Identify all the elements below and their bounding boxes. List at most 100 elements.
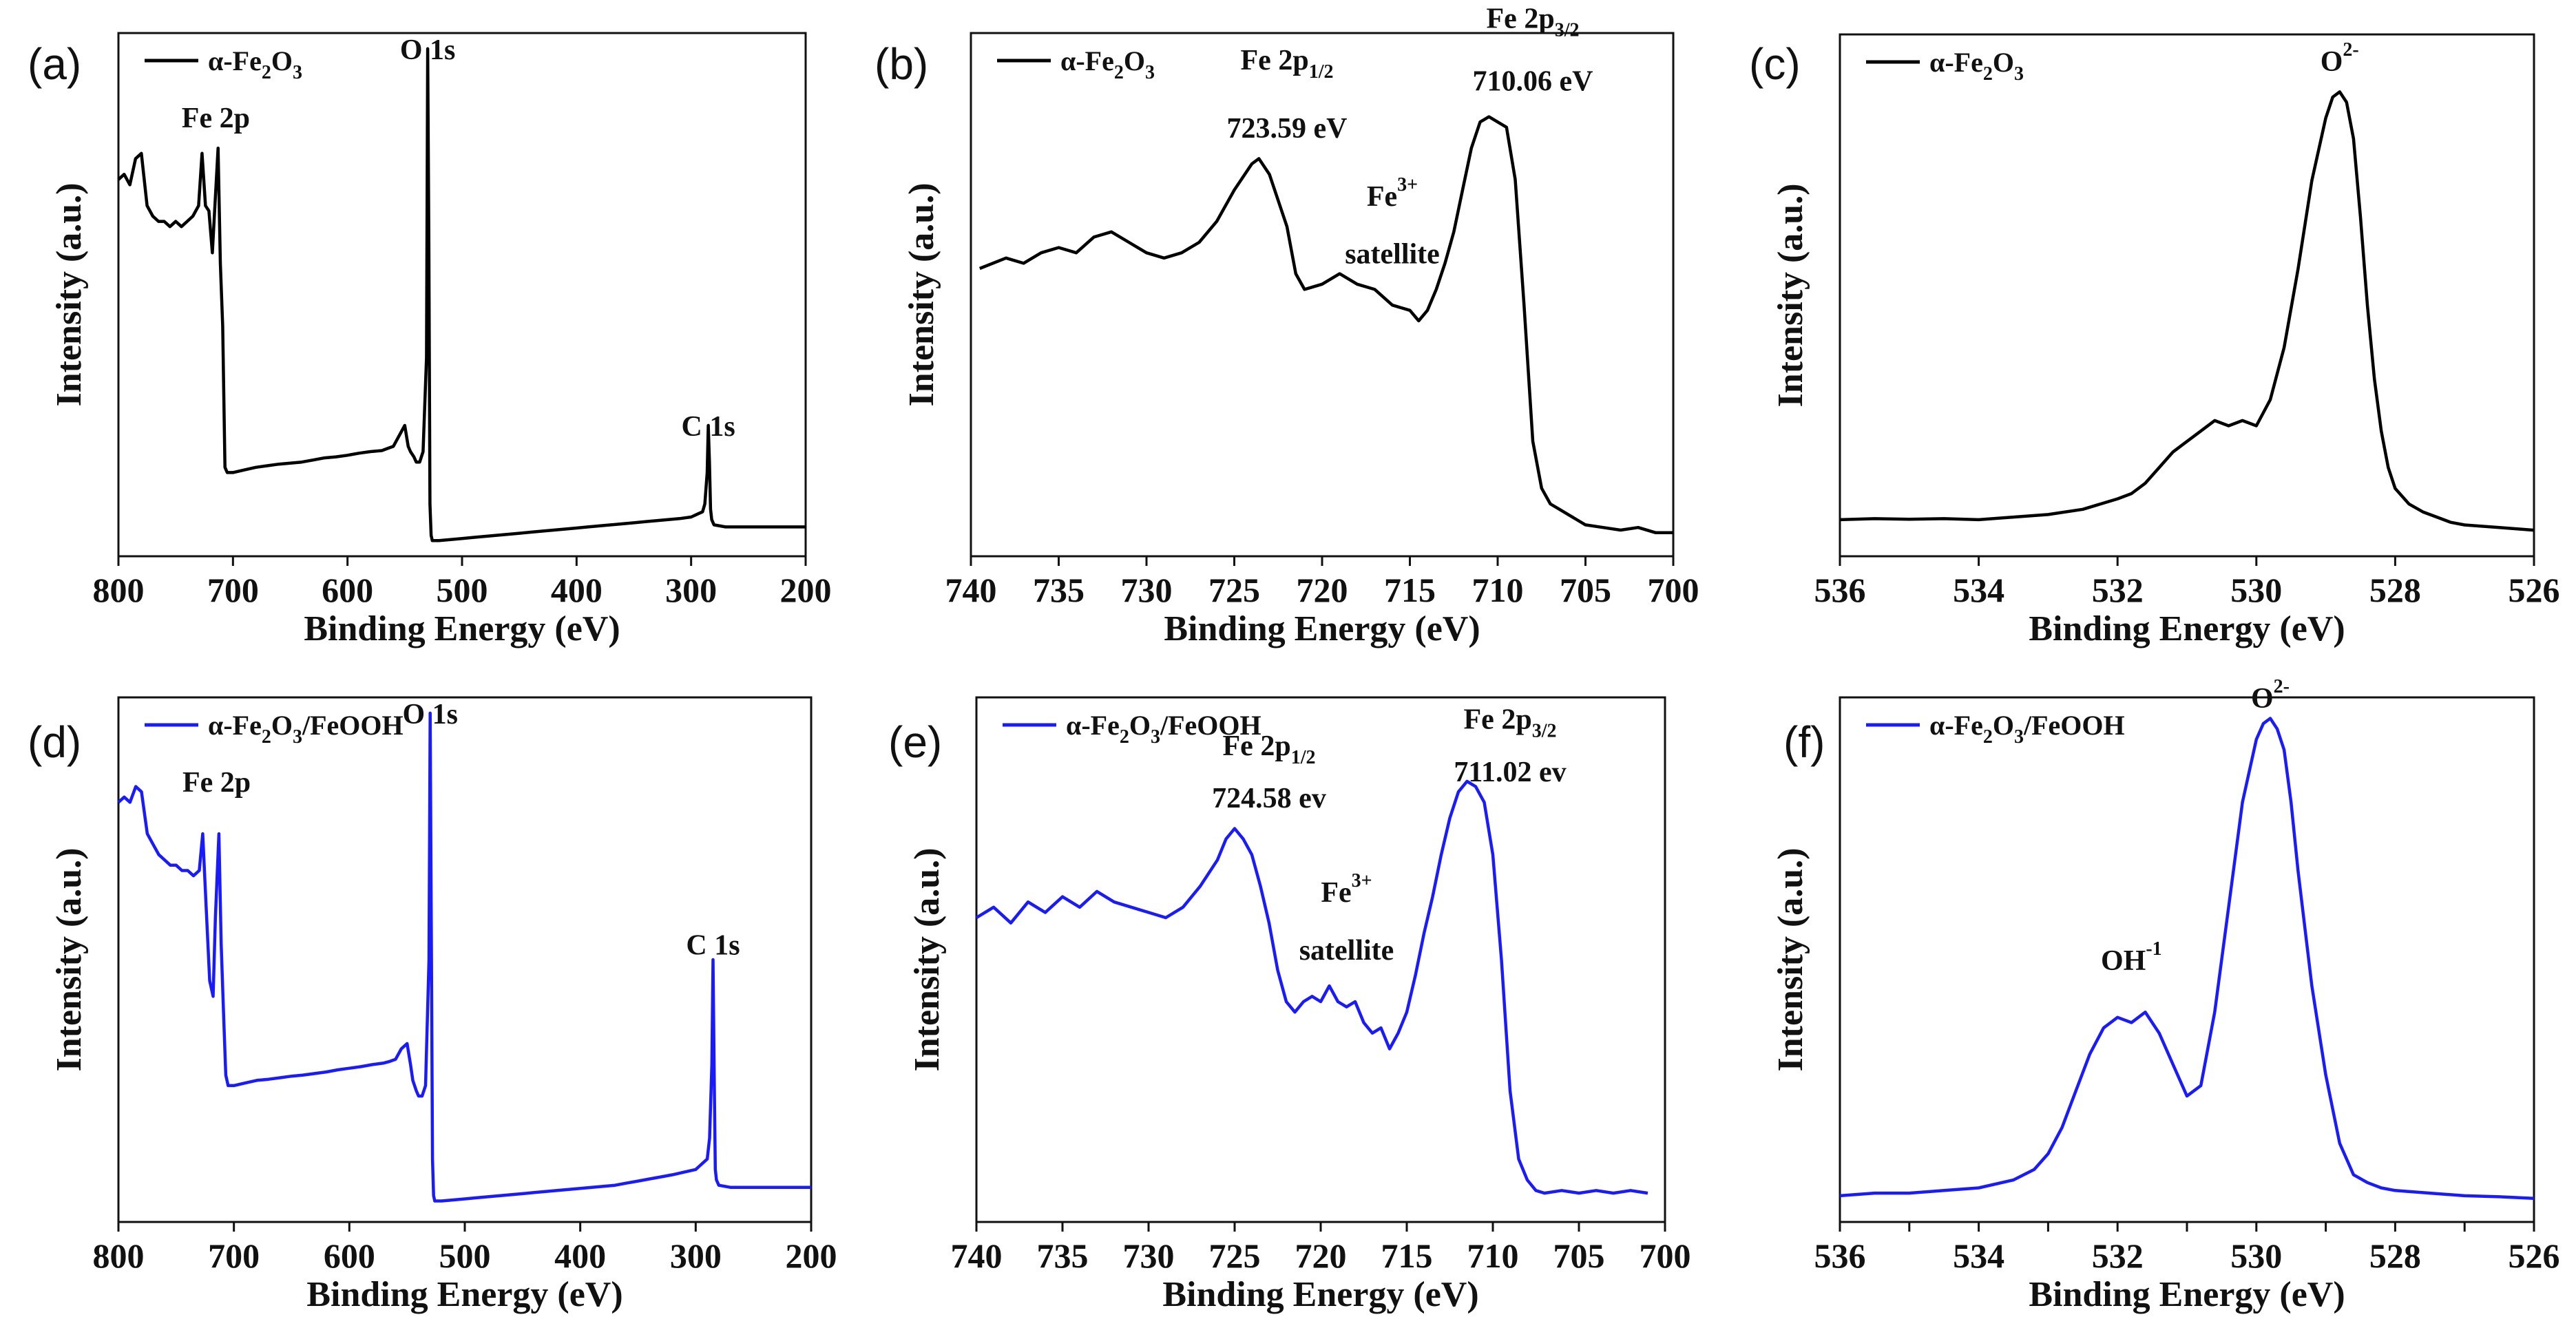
peak-annotation: Fe 2p1/2: [1241, 45, 1334, 83]
peak-annotation: O 1s: [402, 699, 458, 730]
x-tick-label: 526: [2509, 571, 2560, 609]
peak-annotation: C 1s: [686, 929, 740, 961]
x-tick-label: 715: [1381, 1236, 1433, 1275]
x-tick-label: 700: [208, 1236, 260, 1275]
y-axis-label: Intensity (a.u.): [908, 847, 947, 1071]
y-axis-label: Intensity (a.u.): [1771, 847, 1810, 1071]
peak-annotation: 724.58 ev: [1212, 783, 1326, 814]
x-tick-label: 720: [1295, 1236, 1347, 1275]
panel-label: (f): [1783, 717, 1825, 767]
series-line: [978, 115, 1673, 535]
chart-panel-b: 740 735 730 725 720 715 710 705 700 Binding Energ…: [875, 3, 1699, 649]
x-tick-label: 528: [2369, 571, 2421, 609]
legend-entry: α-Fe2O3/FeOOH: [1929, 710, 2125, 748]
x-tick-label: 740: [951, 1236, 1003, 1275]
x-tick-label: 730: [1121, 571, 1173, 609]
x-tick-label: 735: [1033, 571, 1085, 609]
x-tick-label: 600: [322, 571, 373, 609]
peak-annotation: O2-: [2251, 676, 2290, 715]
x-axis-label: Binding Energy (eV): [1162, 1275, 1478, 1314]
legend-entry: α-Fe2O3/FeOOH: [208, 710, 404, 748]
x-axis-label: Binding Energy (eV): [306, 1275, 622, 1314]
x-axis-label: Binding Energy (eV): [1164, 609, 1480, 649]
peak-annotation: Fe3+: [1321, 870, 1372, 909]
x-tick-label: 532: [2092, 571, 2144, 609]
plot-frame: [970, 32, 1675, 558]
x-tick-label: 715: [1384, 571, 1436, 609]
peak-annotation: Fe 2p1/2: [1223, 730, 1316, 768]
peak-annotation: Fe 2p: [182, 103, 250, 134]
x-tick-label: 400: [551, 571, 603, 609]
x-tick-label: 300: [665, 571, 717, 609]
x-tick-label: 530: [2230, 1236, 2282, 1275]
panel-label: (e): [888, 717, 942, 767]
panel-label: (d): [28, 717, 81, 767]
x-tick-label: 700: [1648, 571, 1699, 609]
panel-label: (c): [1749, 39, 1801, 89]
peak-annotation: 723.59 eV: [1227, 113, 1348, 145]
series-line: [1839, 717, 2535, 1200]
y-axis-label: Intensity (a.u.): [50, 847, 89, 1071]
x-tick-label: 705: [1553, 1236, 1605, 1275]
x-tick-label: 532: [2092, 1236, 2144, 1275]
x-tick-label: 710: [1467, 1236, 1519, 1275]
peak-annotation: OH-1: [2101, 938, 2162, 977]
chart-panel-e: 740 735 730 725 720 715 710 705 700 Binding Energ…: [888, 696, 1691, 1314]
chart-panel-a: 800 700 600 500 400 300 200 Binding Energy (eV)…: [28, 32, 832, 649]
peak-annotation: 710.06 eV: [1473, 66, 1593, 98]
peak-annotation: O2-: [2321, 39, 2359, 78]
peak-annotation: O 1s: [400, 34, 456, 66]
x-tick-label: 300: [670, 1236, 722, 1275]
x-tick-label: 536: [1814, 1236, 1866, 1275]
x-tick-label: 534: [1953, 571, 2004, 609]
x-tick-label: 800: [93, 571, 145, 609]
x-tick-label: 200: [786, 1236, 837, 1275]
x-tick-label: 400: [554, 1236, 606, 1275]
x-tick-label: 735: [1037, 1236, 1089, 1275]
y-axis-label: Intensity (a.u.): [1771, 183, 1810, 407]
x-axis-label: Binding Energy (eV): [2029, 1275, 2345, 1314]
x-axis-label: Binding Energy (eV): [304, 609, 620, 649]
x-tick-label: 705: [1560, 571, 1611, 609]
series-line: [1839, 90, 2535, 532]
peak-annotation: C 1s: [682, 411, 735, 443]
series-line: [117, 711, 811, 1203]
x-tick-label: 536: [1814, 571, 1866, 609]
x-axis-label: Binding Energy (eV): [2029, 609, 2345, 649]
legend-entry: α-Fe2O3: [1060, 45, 1155, 83]
x-tick-label: 725: [1208, 571, 1260, 609]
x-tick-label: 800: [93, 1236, 145, 1275]
x-tick-label: 725: [1209, 1236, 1261, 1275]
legend-entry: α-Fe2O3: [208, 45, 302, 83]
peak-annotation: Fe 2p3/2: [1487, 3, 1580, 41]
x-tick-label: 730: [1123, 1236, 1175, 1275]
x-tick-label: 700: [1640, 1236, 1691, 1275]
series-line: [975, 779, 1648, 1195]
x-tick-label: 528: [2369, 1236, 2421, 1275]
x-tick-label: 710: [1472, 571, 1524, 609]
x-tick-label: 740: [945, 571, 997, 609]
x-tick-label: 200: [780, 571, 832, 609]
chart-panel-f: 536 534 532 530 528 526 Binding Energy (eV) Int…: [1771, 676, 2560, 1314]
legend-entry: α-Fe2O3: [1929, 47, 2024, 85]
peak-annotation: 711.02 ev: [1454, 757, 1566, 788]
legend-entry: α-Fe2O3/FeOOH: [1066, 710, 1261, 748]
chart-panel-d: 800 700 600 500 400 300 200 Binding Energy (eV)…: [28, 696, 837, 1314]
x-tick-label: 500: [439, 1236, 491, 1275]
plot-frame: [1839, 33, 2535, 558]
chart-panel-c: 536 534 532 530 528 526 Binding Energy (eV) Int…: [1749, 33, 2560, 649]
x-tick-label: 530: [2230, 571, 2282, 609]
panel-label: (b): [875, 39, 928, 89]
peak-annotation: satellite: [1345, 238, 1440, 270]
series-line: [117, 47, 806, 542]
x-tick-label: 526: [2509, 1236, 2560, 1275]
peak-annotation: Fe 2p3/2: [1464, 704, 1557, 742]
y-axis-label: Intensity (a.u.): [902, 182, 941, 406]
peak-annotation: Fe 2p: [182, 767, 251, 799]
x-tick-label: 534: [1953, 1236, 2004, 1275]
x-tick-label: 700: [207, 571, 259, 609]
x-tick-label: 500: [437, 571, 488, 609]
plot-frame: [1839, 696, 2535, 1223]
panel-label: (a): [28, 39, 81, 89]
